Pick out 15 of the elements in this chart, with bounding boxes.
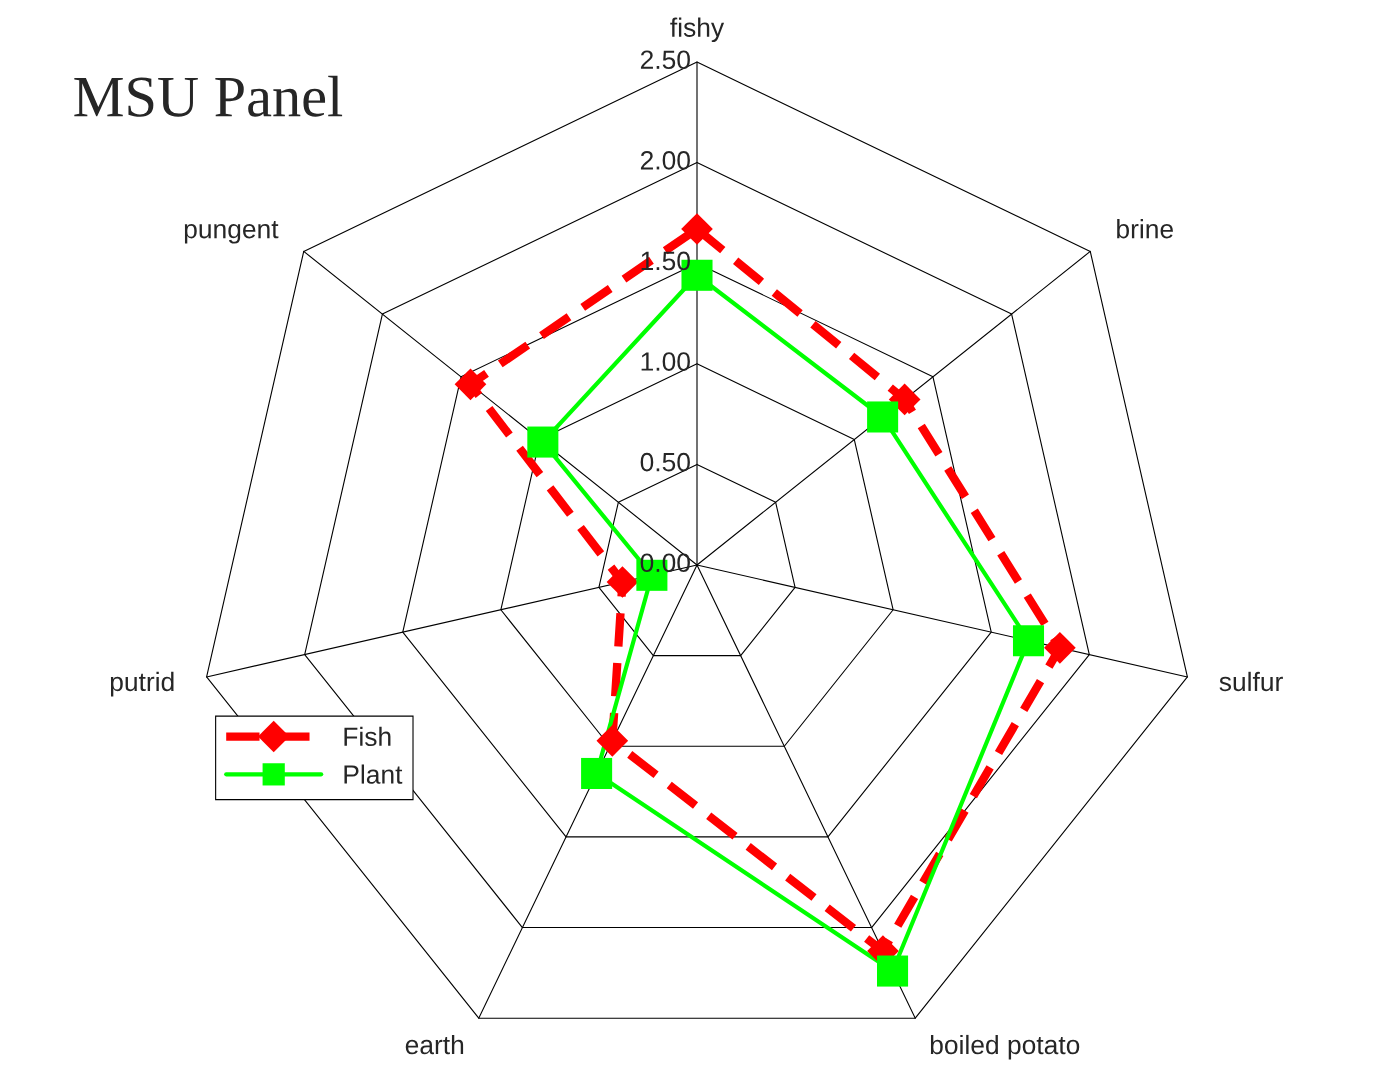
spoke-label: boiled potato xyxy=(930,1034,1080,1060)
text: MSU Panel xyxy=(74,75,343,117)
y-tick-label: 2.00 xyxy=(640,151,690,170)
y-tick-label: 0.00 xyxy=(640,553,690,573)
legend-label: Fish xyxy=(344,726,391,747)
spoke-label: sulfur xyxy=(1219,671,1283,692)
y-tick-label: 2.50 xyxy=(640,50,690,70)
y-tick-label: 0.50 xyxy=(640,452,690,472)
y-tick-label: 1.00 xyxy=(641,352,690,371)
spoke-label: brine xyxy=(1117,219,1173,239)
legend-label: Plant xyxy=(344,764,403,784)
spoke-label: putrid xyxy=(110,671,174,697)
spoke-label: fishy xyxy=(670,17,725,43)
spoke-label: pungent xyxy=(184,221,279,244)
spoke-label: earth xyxy=(405,1034,464,1055)
